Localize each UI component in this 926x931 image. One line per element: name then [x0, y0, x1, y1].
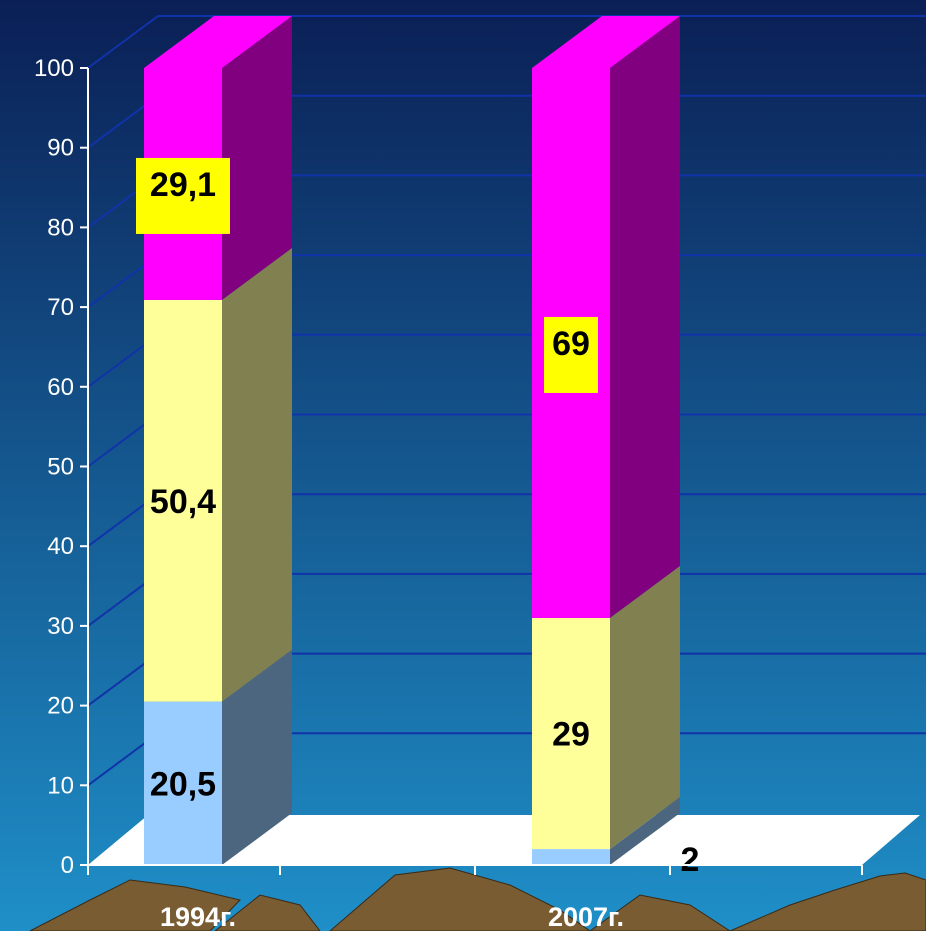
bar-segment-side [610, 797, 680, 865]
data-label: 29,1 [150, 166, 216, 204]
y-axis: 0 10 20 30 40 50 60 70 80 90 100 [34, 55, 89, 879]
bar-top [144, 16, 292, 68]
bar-segment-side [222, 16, 292, 300]
y-tick-label: 20 [47, 693, 74, 720]
data-label: 69 [552, 325, 590, 363]
mountain [214, 894, 321, 931]
data-label: 2 [681, 841, 700, 879]
bar-segment [532, 617, 610, 850]
bar-segment-side [610, 16, 680, 618]
mountain [329, 867, 591, 931]
floor-plane [88, 815, 920, 865]
x-axis: 1994г. 2007г. [87, 864, 863, 931]
y-tick-label: 50 [47, 454, 74, 481]
gridline-diagonal [87, 15, 159, 69]
bar-segment-side [610, 565, 680, 850]
bar-segment-side [222, 247, 292, 702]
bar-segment [144, 299, 222, 702]
data-label: 50,4 [150, 483, 216, 521]
y-tick-label: 60 [47, 374, 74, 401]
y-tick-label: 90 [47, 135, 74, 162]
data-label: 29 [552, 715, 590, 753]
mountain [29, 879, 241, 931]
bar-segment-side [222, 649, 292, 865]
mountain [729, 872, 926, 931]
y-tick-label: 30 [47, 613, 74, 640]
x-tick-label: 1994г. [160, 902, 236, 931]
y-tick-label: 0 [61, 852, 74, 879]
x-tick-label: 2007г. [548, 902, 624, 931]
y-tick-label: 100 [34, 55, 74, 82]
bar-segment [532, 849, 610, 865]
y-tick-label: 80 [47, 214, 74, 241]
data-label-box [544, 316, 598, 393]
y-tick-label: 10 [47, 772, 74, 799]
data-label: 20,5 [150, 765, 216, 803]
data-label-box [136, 157, 230, 234]
bar-top [532, 16, 680, 68]
mountains-decoration [29, 867, 926, 931]
bar-segment [144, 701, 222, 865]
mountain [589, 894, 731, 931]
chart-floor [88, 815, 920, 865]
y-tick-label: 40 [47, 533, 74, 560]
data-labels: 20,5 50,4 29,1 2 29 69 [136, 157, 700, 879]
y-tick-label: 70 [47, 294, 74, 321]
